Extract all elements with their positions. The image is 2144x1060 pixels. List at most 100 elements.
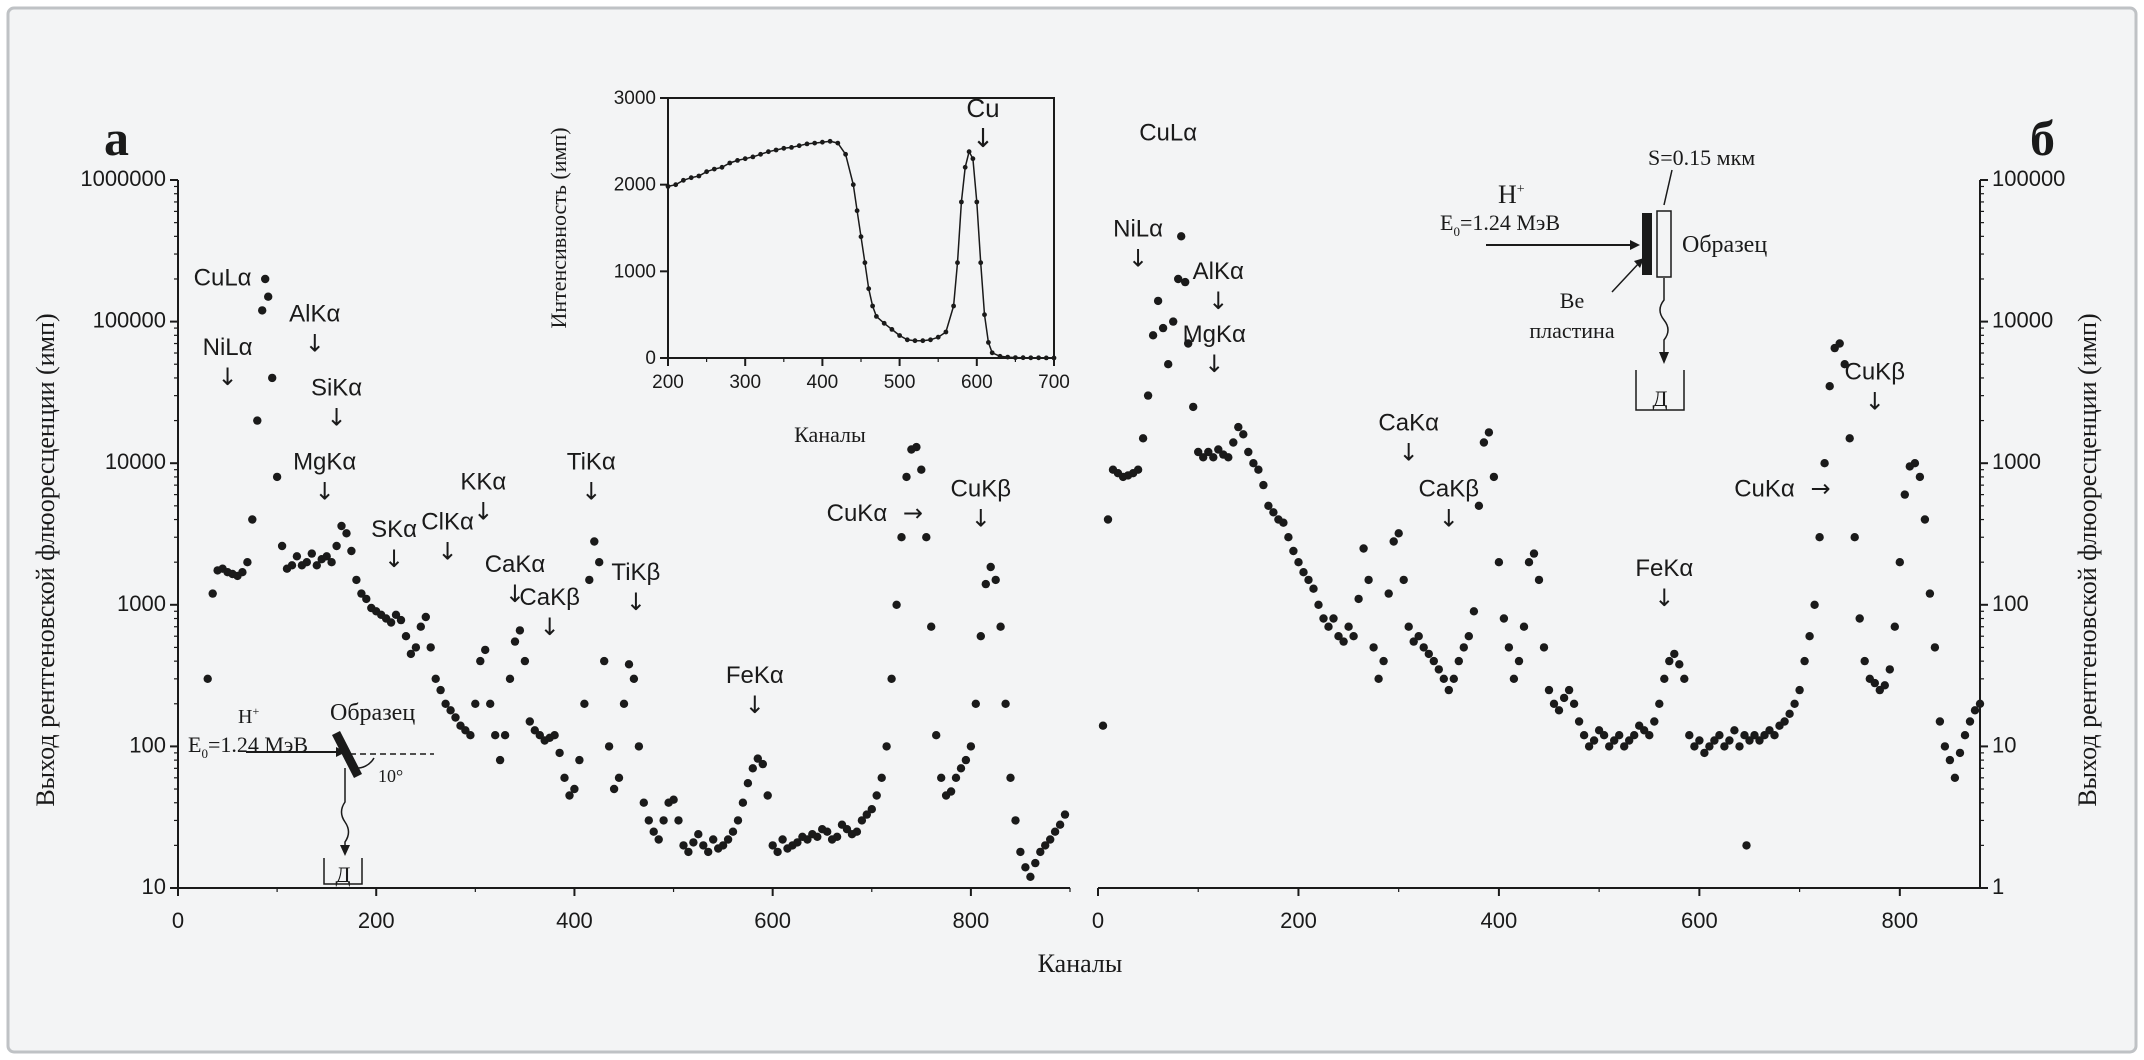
panel-b-y-tick-label: 10000	[1992, 308, 2053, 333]
panel-a-peak-label: NiLα	[203, 334, 253, 361]
panel-b-data-point	[1224, 453, 1233, 462]
panel-b-data-point	[1254, 465, 1263, 474]
panel-a-data-point	[981, 579, 990, 589]
panel-a-data-point	[823, 827, 832, 836]
panel-b-data-point	[1925, 589, 1935, 598]
panel-b-thickness-label: S=0.15 мкм	[1648, 145, 1755, 170]
panel-a-data-point	[654, 835, 663, 844]
panel-b-data-point	[1930, 643, 1940, 652]
inset-x-tick-label: 500	[884, 372, 916, 393]
panel-b-data-point	[1434, 665, 1444, 674]
panel-b-data-point	[1945, 755, 1955, 765]
panel-a-data-point	[723, 835, 733, 844]
panel-a-x-tick-label: 400	[556, 908, 593, 933]
panel-b-y-tick-label: 100000	[1992, 166, 2065, 191]
panel-b-data-point	[1414, 632, 1423, 641]
panel-b-data-point	[1309, 584, 1318, 593]
panel-a-y-tick-label: 10000	[105, 449, 166, 474]
inset-chart: 0 1000 2000 3000 200 300 400 500 600 700 Cu↓ Инт…	[546, 88, 1070, 447]
panel-a-detector-label: Д	[335, 862, 350, 887]
panel-a-data-point	[813, 832, 822, 841]
panel-b-data-point	[1940, 742, 1950, 751]
panel-a-data-point	[634, 742, 644, 751]
panel-b-data-point	[1148, 331, 1158, 340]
panel-b-data-point	[1850, 533, 1859, 542]
panel-b-data-point	[1660, 674, 1669, 683]
panel-a-data-point	[471, 699, 480, 708]
panel-b-peak-arrow: ↓	[1399, 439, 1419, 467]
panel-b-data-point	[1700, 748, 1709, 758]
panel-b-peak-arrow: ↓	[1654, 584, 1674, 612]
panel-label-a: а	[104, 110, 129, 166]
panel-b-data-point	[1359, 544, 1368, 553]
panel-a-data-point	[946, 787, 956, 796]
panel-a-data-point	[238, 568, 247, 577]
panel-b-data-point	[1379, 656, 1388, 666]
panel-b-data-point	[1790, 699, 1799, 708]
panel-a-peak-label: TiKβ	[611, 559, 660, 586]
panel-b-data-point	[1880, 681, 1890, 690]
panel-a-data-point	[243, 558, 252, 567]
panel-b-plate-label-line2: пластина	[1529, 318, 1614, 343]
panel-a-data-point	[411, 643, 421, 652]
panel-a-data-point	[971, 699, 980, 708]
panel-a-peak-arrow: →	[903, 499, 923, 527]
panel-b-data-point	[1181, 277, 1190, 287]
panel-a-data-point	[431, 674, 440, 683]
panel-b-data-point	[1695, 736, 1704, 745]
panel-a-data-point	[580, 699, 589, 708]
panel-a-data-point	[674, 816, 683, 825]
panel-b-data-point	[1174, 274, 1183, 284]
panel-b-data-point	[1955, 748, 1965, 758]
panel-b-data-point	[1579, 731, 1589, 740]
panel-a-data-point	[476, 656, 485, 666]
panel-a-data-point	[436, 685, 445, 695]
panel-a-data-point	[748, 764, 757, 773]
panel-b-data-point	[1394, 529, 1403, 538]
panel-b-data-point	[1444, 685, 1454, 695]
panel-b-peak-label: MgKα	[1183, 321, 1246, 348]
panel-a-data-point	[248, 515, 257, 524]
panel-a-data-point	[927, 622, 936, 631]
panel-b-data-point	[1675, 660, 1684, 669]
panel-a-data-point	[277, 541, 287, 551]
panel-a-data-point	[466, 731, 475, 740]
panel-b-data-point	[1770, 731, 1779, 740]
panel-b-data-point	[1239, 430, 1248, 439]
panel-a-data-point	[862, 810, 871, 819]
panel-b-data-point	[1685, 731, 1694, 740]
panel-a-data-point	[307, 549, 316, 558]
panel-b-data-point	[1935, 717, 1945, 726]
panel-b-data-point	[1970, 706, 1980, 715]
panel-a-data-point	[337, 521, 346, 531]
panel-a-data-point	[644, 816, 653, 825]
panel-b-data-point	[1815, 533, 1824, 542]
panel-a-data-point	[684, 847, 693, 857]
panel-b-data-point	[1489, 472, 1499, 482]
panel-a-data-point	[694, 830, 703, 839]
panel-a-data-point	[520, 656, 530, 666]
panel-a-data-point	[753, 754, 762, 763]
panel-b-data-point	[1920, 515, 1930, 524]
panel-b-data-point	[1449, 674, 1459, 683]
panel-a-peak-arrow: ↓	[505, 580, 525, 608]
panel-a-data-point	[728, 827, 738, 836]
panel-b-data-point	[1294, 558, 1303, 567]
panel-a-data-point	[525, 717, 534, 726]
panel-b-data-point	[1584, 742, 1594, 751]
panel-b-data-point	[1795, 685, 1804, 695]
panel-a-data-point	[481, 645, 490, 655]
panel-a-data-point	[1026, 872, 1035, 881]
panel-a-data-point	[396, 615, 406, 625]
panel-a-data-point	[649, 827, 658, 836]
panel-a-peak-label: SiKα	[311, 375, 362, 402]
panel-a-data-point	[709, 835, 718, 844]
panel-b-plate-pointer	[1611, 261, 1641, 293]
panel-b-x-tick-label: 800	[1881, 908, 1918, 933]
inset-peak-arrow: ↓	[972, 124, 994, 154]
panel-b-data-point	[1184, 339, 1193, 348]
panel-a-data-point	[912, 442, 921, 452]
panel-a-data-point	[852, 827, 862, 836]
panel-a-data-point	[604, 742, 614, 751]
panel-b-data-point	[1153, 296, 1163, 306]
